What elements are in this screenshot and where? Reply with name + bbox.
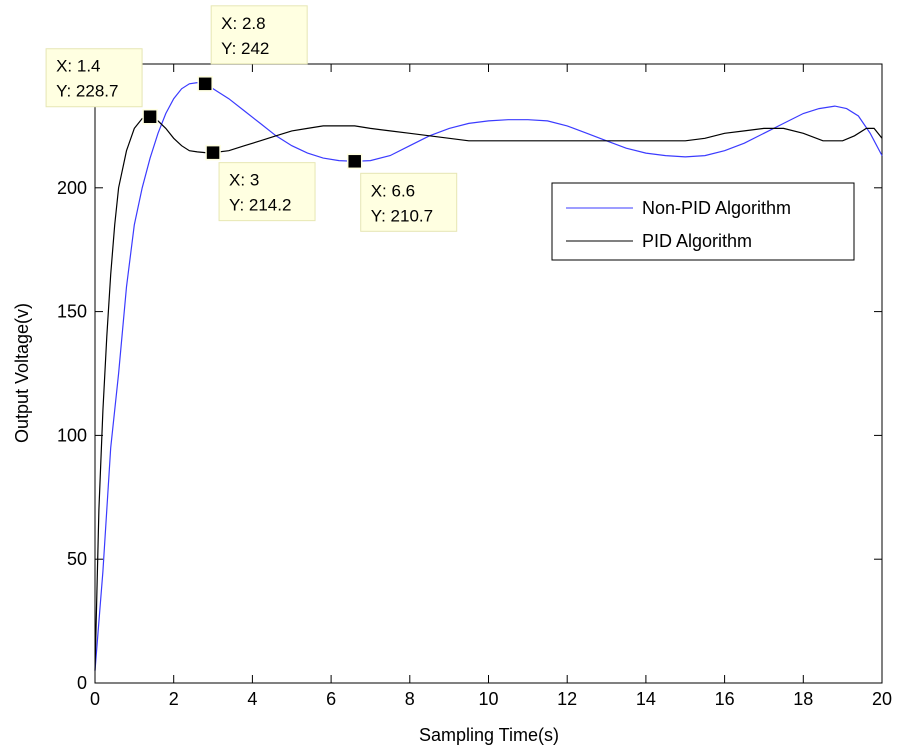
x-tick-label: 20 bbox=[872, 689, 892, 709]
x-tick-label: 4 bbox=[247, 689, 257, 709]
legend-box bbox=[551, 182, 855, 261]
datatip-text: Y: 214.2 bbox=[229, 196, 291, 215]
x-tick-label: 18 bbox=[793, 689, 813, 709]
legend: Non-PID Algorithm PID Algorithm bbox=[551, 182, 855, 261]
legend-label-non-pid: Non-PID Algorithm bbox=[642, 198, 791, 218]
datatip-text: X: 6.6 bbox=[371, 181, 415, 200]
x-tick-label: 12 bbox=[557, 689, 577, 709]
datatip: X: 3 Y: 214.2 bbox=[205, 144, 316, 222]
datatip-box bbox=[218, 162, 316, 222]
series-line-0 bbox=[94, 81, 883, 671]
datatip-text: Y: 210.7 bbox=[371, 206, 433, 225]
datatip-text: X: 2.8 bbox=[221, 14, 265, 33]
x-tick-label: 6 bbox=[326, 689, 336, 709]
y-axis-label: Output Voltage(v) bbox=[12, 303, 32, 443]
datatip-box bbox=[360, 172, 458, 232]
datatip: X: 1.4 Y: 228.7 bbox=[45, 48, 158, 125]
datatip-marker bbox=[346, 153, 363, 170]
series-line-1 bbox=[94, 116, 883, 671]
datatip-marker bbox=[205, 144, 221, 161]
x-tick-label: 8 bbox=[405, 689, 415, 709]
datatip-marker bbox=[142, 108, 158, 125]
datatip-box bbox=[210, 5, 308, 65]
x-tick-label: 2 bbox=[169, 689, 179, 709]
x-tick-label: 0 bbox=[90, 689, 100, 709]
datatip-text: Y: 242 bbox=[221, 39, 269, 58]
datatip-text: X: 3 bbox=[229, 171, 259, 190]
x-axis-label: Sampling Time(s) bbox=[419, 725, 559, 745]
x-tick-label: 16 bbox=[715, 689, 735, 709]
x-tick-label: 10 bbox=[478, 689, 498, 709]
x-tick-label: 14 bbox=[636, 689, 656, 709]
datatip: X: 6.6 Y: 210.7 bbox=[346, 153, 458, 232]
y-tick-label: 100 bbox=[57, 425, 87, 445]
datatip-text: X: 1.4 bbox=[56, 57, 100, 76]
y-tick-label: 200 bbox=[57, 178, 87, 198]
datatip-text: Y: 228.7 bbox=[56, 82, 118, 101]
y-tick-label: 50 bbox=[67, 549, 87, 569]
series-layer bbox=[94, 81, 883, 671]
datatip: X: 2.8 Y: 242 bbox=[197, 5, 308, 92]
legend-label-pid: PID Algorithm bbox=[642, 231, 752, 251]
datatip-marker bbox=[197, 76, 213, 92]
datatip-box bbox=[45, 48, 143, 108]
y-tick-label: 150 bbox=[57, 302, 87, 322]
y-tick-label: 0 bbox=[77, 673, 87, 693]
